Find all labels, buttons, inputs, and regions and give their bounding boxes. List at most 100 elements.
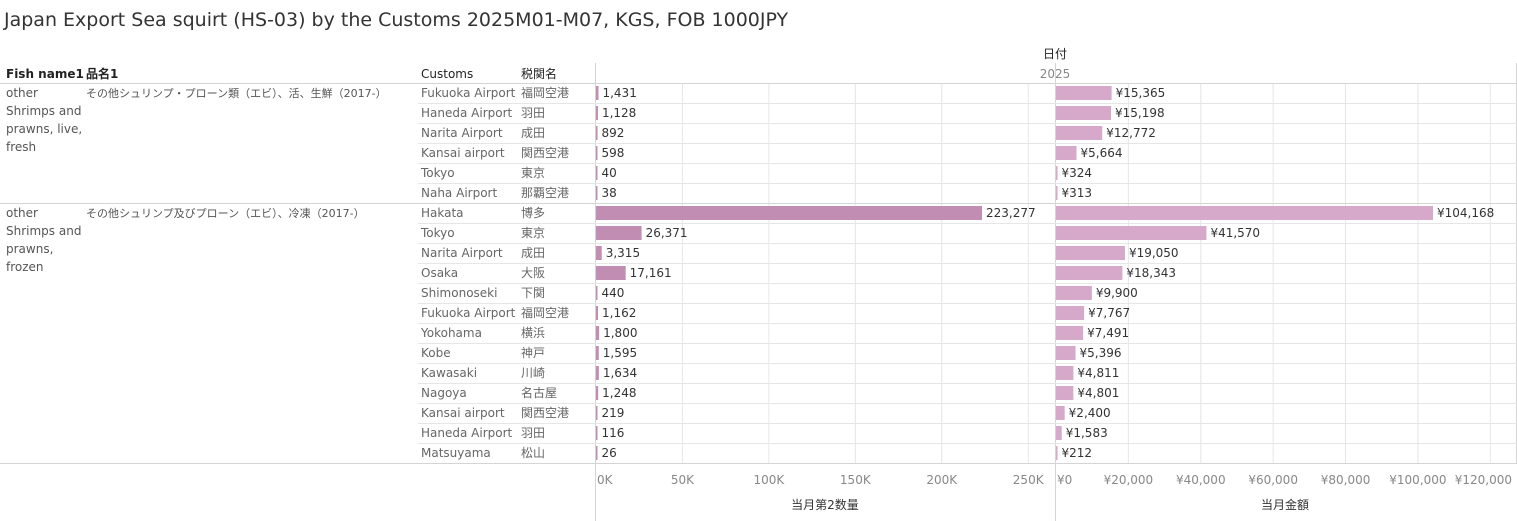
qty-bar xyxy=(596,246,602,260)
amount-axis-tick: ¥40,000 xyxy=(1176,473,1226,487)
qty-bar xyxy=(596,86,599,100)
amount-axis-tick: ¥20,000 xyxy=(1104,473,1154,487)
qty-bar xyxy=(596,406,598,420)
qty-axis-tick: 200K xyxy=(926,473,958,487)
fish-name-label: frozen xyxy=(6,260,44,274)
amount-bar xyxy=(1056,246,1125,260)
zeikan-label: 東京 xyxy=(521,166,545,180)
amount-bar xyxy=(1056,226,1207,240)
zeikan-label: 成田 xyxy=(521,246,545,260)
amount-value-label: ¥9,900 xyxy=(1096,286,1138,300)
qty-value-label: 892 xyxy=(602,126,625,140)
qty-bar xyxy=(596,326,600,340)
zeikan-label: 福岡空港 xyxy=(521,305,569,320)
qty-value-label: 3,315 xyxy=(606,246,640,260)
zeikan-label: 福岡空港 xyxy=(521,85,569,100)
zeikan-label: 関西空港 xyxy=(521,146,569,160)
amount-value-label: ¥2,400 xyxy=(1069,406,1111,420)
customs-label: Narita Airport xyxy=(421,246,503,260)
qty-bar xyxy=(596,126,598,140)
qty-bar xyxy=(596,146,598,160)
qty-value-label: 40 xyxy=(602,166,617,180)
zeikan-label: 川崎 xyxy=(521,366,545,380)
qty-axis-tick: 0K xyxy=(597,473,614,487)
chart-title: Japan Export Sea squirt (HS-03) by the C… xyxy=(4,9,789,31)
amount-value-label: ¥7,491 xyxy=(1087,326,1129,340)
zeikan-label: 東京 xyxy=(521,226,545,240)
fish-name-label: Shrimps and xyxy=(6,224,81,238)
amount-bar xyxy=(1056,386,1074,400)
amount-value-label: ¥12,772 xyxy=(1106,126,1156,140)
fish-name-label: other xyxy=(6,86,38,100)
amount-value-label: ¥41,570 xyxy=(1210,226,1260,240)
amount-bar xyxy=(1056,266,1123,280)
qty-value-label: 1,634 xyxy=(603,366,637,380)
fish-name-label: other xyxy=(6,206,38,220)
customs-label: Tokyo xyxy=(420,226,455,240)
zeikan-label: 横浜 xyxy=(521,326,545,340)
hinmei-label: その他シュリンプ及びプローン（エビ）、冷凍（2017-） xyxy=(86,207,365,220)
qty-value-label: 1,248 xyxy=(602,386,636,400)
zeikan-label: 大阪 xyxy=(521,266,545,280)
amount-bar xyxy=(1056,406,1065,420)
header-date-field: 日付 xyxy=(1043,47,1067,61)
qty-value-label: 1,431 xyxy=(602,86,636,100)
qty-axis-title: 当月第2数量 xyxy=(791,497,859,512)
qty-value-label: 1,128 xyxy=(602,106,636,120)
amount-bar xyxy=(1056,446,1058,460)
zeikan-label: 博多 xyxy=(521,205,545,220)
qty-value-label: 1,800 xyxy=(603,326,637,340)
amount-bar xyxy=(1056,366,1074,380)
customs-label: Kobe xyxy=(421,346,451,360)
qty-bar xyxy=(596,386,599,400)
amount-value-label: ¥4,801 xyxy=(1077,386,1119,400)
qty-value-label: 17,161 xyxy=(630,266,672,280)
qty-bar xyxy=(596,366,599,380)
amount-value-label: ¥18,343 xyxy=(1126,266,1176,280)
fish-name-label: prawns, live, xyxy=(6,122,82,136)
customs-label: Haneda Airport xyxy=(421,106,513,120)
amount-bar xyxy=(1056,346,1076,360)
qty-axis-tick: 250K xyxy=(1013,473,1045,487)
qty-value-label: 219 xyxy=(602,406,625,420)
fish-name-label: fresh xyxy=(6,140,36,154)
amount-value-label: ¥1,583 xyxy=(1066,426,1108,440)
qty-bar xyxy=(596,166,598,180)
amount-value-label: ¥4,811 xyxy=(1077,366,1119,380)
customs-label: Osaka xyxy=(421,266,458,280)
amount-value-label: ¥19,050 xyxy=(1129,246,1179,260)
qty-value-label: 38 xyxy=(602,186,617,200)
customs-label: Naha Airport xyxy=(421,186,497,200)
customs-label: Haneda Airport xyxy=(421,426,513,440)
amount-value-label: ¥313 xyxy=(1062,186,1093,200)
fish-name-label: Shrimps and xyxy=(6,104,81,118)
qty-value-label: 1,595 xyxy=(603,346,637,360)
qty-value-label: 26,371 xyxy=(646,226,688,240)
qty-axis-tick: 50K xyxy=(671,473,695,487)
header-fish-name: Fish name1 xyxy=(6,67,84,81)
qty-bar xyxy=(596,286,598,300)
amount-value-label: ¥7,767 xyxy=(1088,306,1130,320)
amount-value-label: ¥5,396 xyxy=(1080,346,1122,360)
qty-bar xyxy=(596,306,599,320)
qty-bar xyxy=(596,266,626,280)
customs-label: Shimonoseki xyxy=(421,286,497,300)
amount-value-label: ¥5,664 xyxy=(1080,146,1122,160)
amount-axis-tick: ¥100,000 xyxy=(1389,473,1446,487)
amount-bar xyxy=(1056,86,1112,100)
qty-value-label: 26 xyxy=(602,446,617,460)
zeikan-label: 羽田 xyxy=(521,426,545,440)
zeikan-label: 関西空港 xyxy=(521,406,569,420)
qty-value-label: 223,277 xyxy=(986,206,1036,220)
qty-axis-tick: 100K xyxy=(753,473,785,487)
header-customs: Customs xyxy=(421,67,473,81)
amount-bar xyxy=(1056,146,1077,160)
amount-bar xyxy=(1056,426,1062,440)
customs-label: Kawasaki xyxy=(421,366,477,380)
qty-bar xyxy=(596,446,598,460)
amount-bar xyxy=(1056,286,1092,300)
zeikan-label: 神戸 xyxy=(521,346,545,360)
qty-bar xyxy=(596,186,598,200)
amount-axis-title: 当月金額 xyxy=(1261,497,1309,512)
